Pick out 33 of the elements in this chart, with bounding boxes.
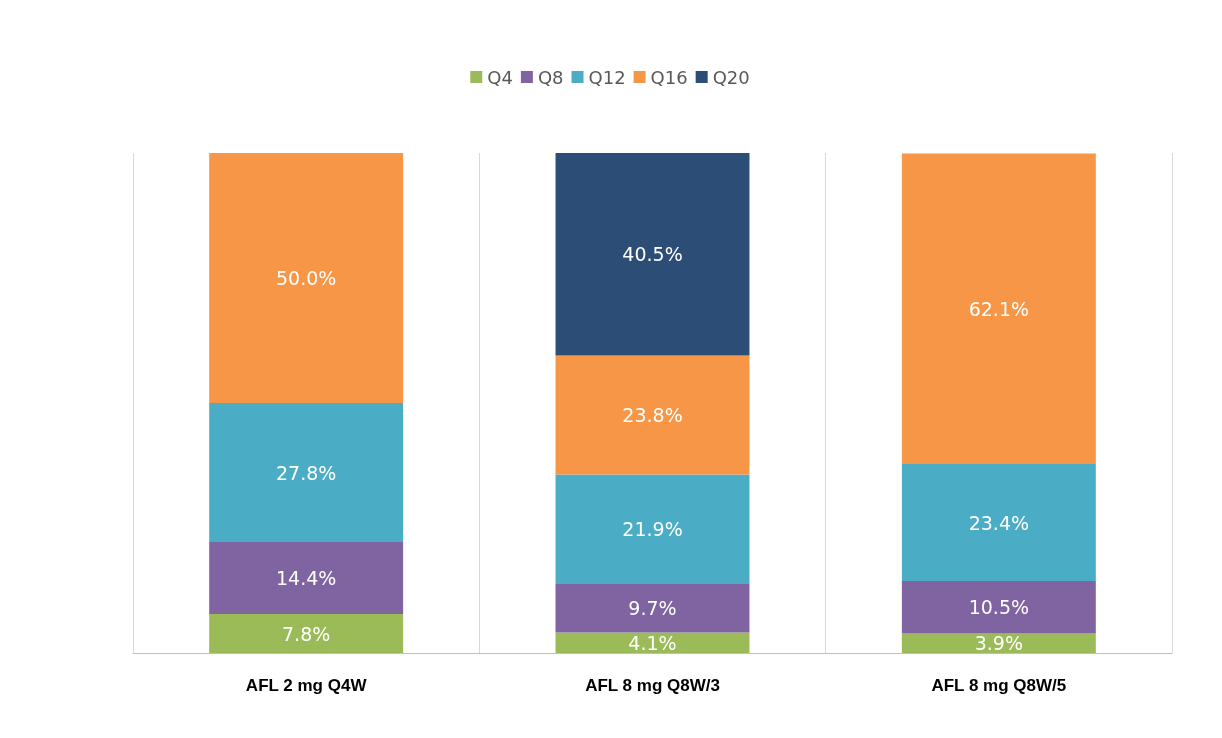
bar <box>555 632 750 653</box>
bar <box>901 581 1096 634</box>
legend-label: Q16 <box>650 66 688 88</box>
data-label: 7.8% <box>282 622 331 645</box>
data-label: 23.4% <box>968 511 1030 534</box>
x-tick-label: AFL 2 mg Q4W <box>245 676 368 695</box>
bar <box>555 474 750 584</box>
data-label: 21.9% <box>622 518 683 541</box>
legend-label: Q20 <box>712 66 750 88</box>
data-label: 10.5% <box>968 596 1030 619</box>
data-label: 62.1% <box>968 297 1030 320</box>
bar <box>209 153 404 403</box>
bar <box>209 542 404 614</box>
bar <box>555 355 750 475</box>
bar <box>901 464 1096 581</box>
data-label: 14.4% <box>275 567 337 589</box>
legend-label: Q8 <box>537 66 564 88</box>
bar <box>209 403 404 542</box>
bar <box>901 153 1096 464</box>
data-label: 23.8% <box>622 404 683 426</box>
x-tick-label: AFL 8 mg Q8W/3 <box>585 676 720 695</box>
data-label: 50.0% <box>275 267 337 289</box>
legend-label: Q4 <box>487 66 513 88</box>
data-label: 3.9% <box>974 632 1023 655</box>
x-tick-label: AFL 8 mg Q8W/5 <box>931 676 1067 695</box>
data-label: 27.8% <box>275 461 337 484</box>
data-label: 40.5% <box>622 243 683 266</box>
bar <box>555 584 750 633</box>
bar <box>555 153 750 356</box>
legend-label: Q12 <box>588 66 626 88</box>
data-label: 4.1% <box>628 631 677 654</box>
bar <box>209 614 404 653</box>
data-label: 9.7% <box>628 597 677 620</box>
